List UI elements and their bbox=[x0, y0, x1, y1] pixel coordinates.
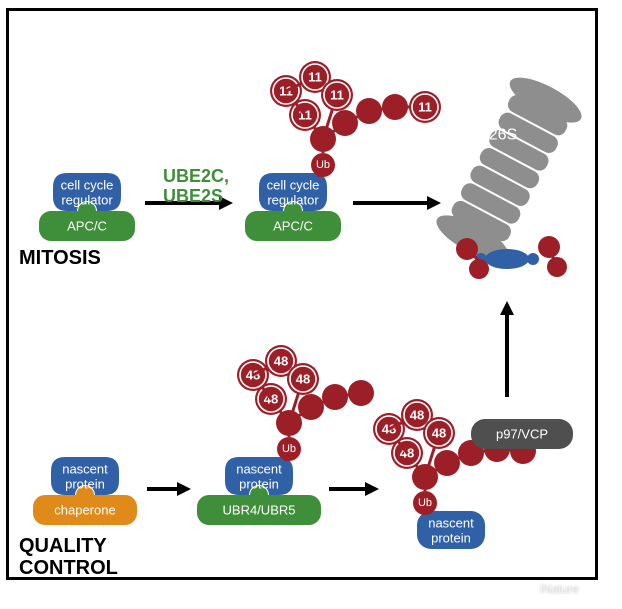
enzyme-line-1: UBE2C, bbox=[163, 166, 229, 186]
svg-text:APC/C: APC/C bbox=[273, 219, 313, 234]
svg-text:regulator: regulator bbox=[267, 193, 319, 208]
peptide-red bbox=[538, 236, 560, 258]
svg-text:APC/C: APC/C bbox=[67, 219, 107, 234]
svg-text:48: 48 bbox=[410, 408, 424, 423]
svg-text:nascent: nascent bbox=[62, 462, 108, 477]
peptide-red bbox=[547, 257, 567, 277]
diagram-frame: 26Scell cycleregulatorAPC/Ccell cyclereg… bbox=[6, 8, 598, 580]
svg-text:Ub: Ub bbox=[316, 159, 330, 171]
enzyme-label: UBE2C, UBE2S bbox=[163, 167, 229, 207]
svg-text:Ub: Ub bbox=[418, 497, 432, 509]
arrow-head bbox=[177, 482, 191, 496]
svg-text:protein: protein bbox=[239, 477, 279, 492]
section-quality-2: CONTROL bbox=[19, 557, 118, 580]
svg-text:protein: protein bbox=[65, 477, 105, 492]
arrow-head bbox=[427, 196, 441, 210]
canvas: 26Scell cycleregulatorAPC/Ccell cyclereg… bbox=[0, 0, 622, 609]
svg-text:cell cycle: cell cycle bbox=[267, 178, 320, 193]
arrow-head bbox=[500, 301, 514, 315]
watermark: iNature bbox=[540, 582, 579, 596]
svg-text:48: 48 bbox=[274, 354, 288, 369]
peptide-blue bbox=[485, 249, 529, 269]
svg-text:cell cycle: cell cycle bbox=[61, 178, 114, 193]
svg-text:chaperone: chaperone bbox=[54, 503, 115, 518]
svg-text:Ub: Ub bbox=[282, 443, 296, 455]
diagram-svg: 26Scell cycleregulatorAPC/Ccell cyclereg… bbox=[9, 11, 601, 583]
svg-text:regulator: regulator bbox=[61, 193, 113, 208]
svg-text:protein: protein bbox=[431, 531, 471, 546]
svg-text:48: 48 bbox=[432, 426, 446, 441]
svg-text:UBR4/UBR5: UBR4/UBR5 bbox=[223, 503, 296, 518]
enzyme-line-2: UBE2S bbox=[163, 186, 223, 206]
svg-text:48: 48 bbox=[296, 372, 310, 387]
proteasome-26s bbox=[430, 69, 587, 269]
section-quality-1: QUALITY bbox=[19, 535, 107, 558]
svg-text:11: 11 bbox=[308, 70, 322, 85]
svg-text:11: 11 bbox=[330, 88, 344, 103]
section-mitosis: MITOSIS bbox=[19, 247, 101, 270]
ub-plain bbox=[348, 380, 374, 406]
svg-text:11: 11 bbox=[418, 100, 432, 115]
arrow-head bbox=[365, 482, 379, 496]
svg-text:nascent: nascent bbox=[428, 516, 474, 531]
svg-text:26S: 26S bbox=[489, 127, 517, 144]
svg-text:nascent: nascent bbox=[236, 462, 282, 477]
svg-text:p97/VCP: p97/VCP bbox=[496, 427, 548, 442]
